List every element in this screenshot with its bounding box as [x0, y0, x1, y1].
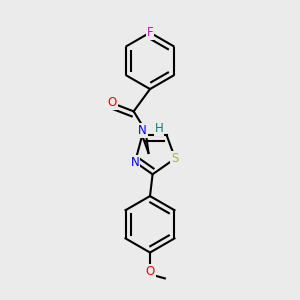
Text: N: N — [138, 124, 147, 137]
Text: S: S — [171, 152, 179, 165]
Text: O: O — [146, 265, 154, 278]
Text: O: O — [107, 96, 117, 109]
Text: H: H — [154, 122, 163, 135]
Text: F: F — [147, 26, 153, 39]
Text: N: N — [131, 155, 140, 169]
